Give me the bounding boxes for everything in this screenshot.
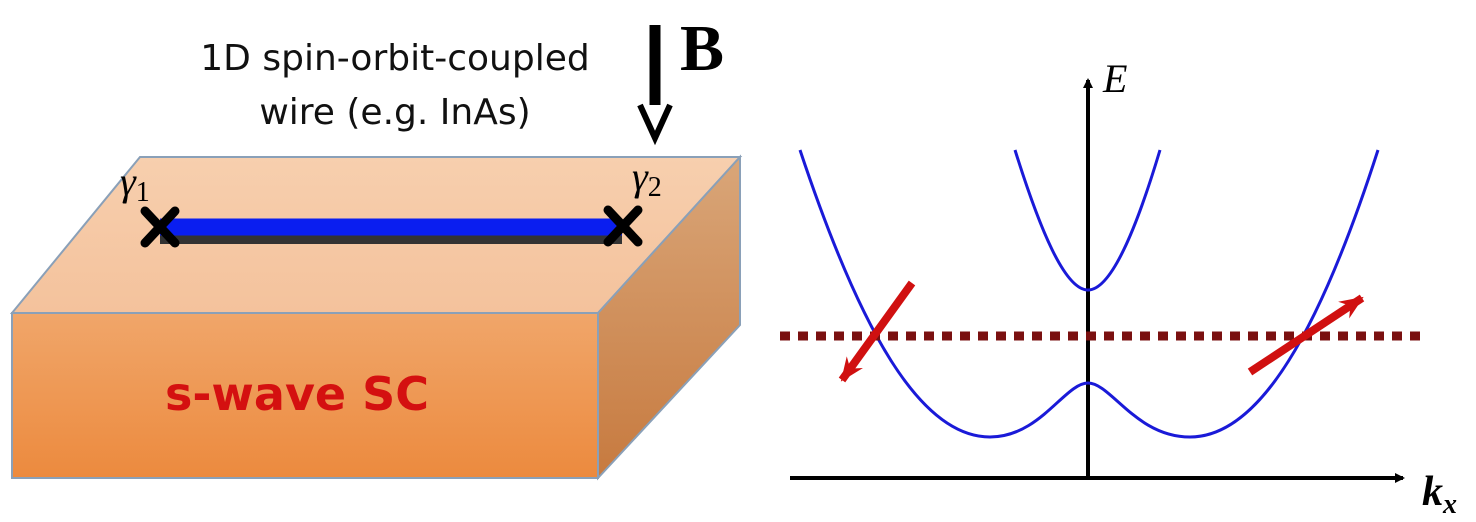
subscript: 1 [136, 177, 150, 208]
wire-label: wire (e.g. InAs) [259, 92, 530, 133]
page: γ1 γ2 s-wave SC 1D spin-orbit-coupled wi… [0, 0, 1476, 522]
symbol: γ [632, 154, 649, 199]
field-label: B [680, 12, 724, 85]
substrate-label: s-wave SC [165, 367, 429, 421]
y-axis-label: E [1102, 56, 1127, 101]
x-axis-label: kx [1422, 469, 1457, 520]
wire-label: 1D spin-orbit-coupled [200, 38, 589, 79]
diagram: γ1 γ2 s-wave SC 1D spin-orbit-coupled wi… [0, 0, 1476, 522]
symbol: k [1422, 469, 1443, 515]
field-arrowhead [640, 105, 670, 138]
symbol: γ [120, 159, 137, 204]
subscript: x [1442, 489, 1457, 520]
subscript: 2 [648, 172, 662, 203]
